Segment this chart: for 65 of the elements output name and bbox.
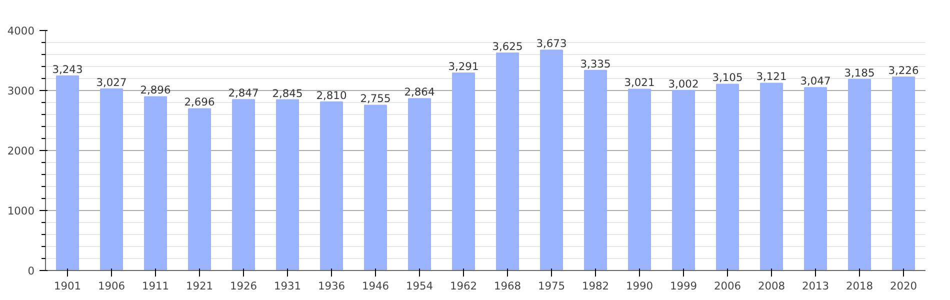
bar — [672, 90, 695, 270]
bar — [540, 50, 563, 270]
x-tick-label: 1931 — [274, 280, 302, 292]
x-tick-label: 1999 — [670, 280, 698, 292]
y-tick-label: 3000 — [7, 84, 35, 98]
x-tick-label: 1926 — [230, 280, 258, 292]
x-tick-label: 1936 — [318, 280, 346, 292]
data-label: 3,243 — [52, 62, 83, 76]
x-tick-label: 1911 — [142, 280, 170, 292]
bar — [804, 87, 827, 270]
data-label: 3,047 — [800, 74, 831, 88]
data-label: 2,864 — [404, 86, 435, 99]
x-tick-label: 1975 — [538, 280, 566, 292]
data-label: 2,810 — [316, 88, 347, 102]
bar — [232, 99, 255, 270]
bar — [320, 101, 343, 270]
bar — [716, 84, 739, 270]
y-tick-label: 1000 — [7, 204, 35, 218]
y-tick-label: 0 — [28, 264, 35, 278]
bar — [188, 108, 211, 270]
x-tick-label: 1954 — [406, 280, 434, 292]
data-label: 3,021 — [624, 76, 655, 90]
bar — [848, 78, 871, 270]
bar — [408, 98, 431, 270]
bar — [144, 96, 167, 270]
data-label: 3,002 — [668, 77, 699, 90]
data-label: 2,896 — [140, 84, 171, 97]
bar — [452, 72, 475, 270]
x-tick-label: 1921 — [186, 280, 214, 292]
y-tick-label: 2000 — [7, 144, 35, 158]
data-label: 3,105 — [712, 71, 743, 84]
bar — [276, 99, 299, 270]
data-label: 3,226 — [888, 64, 919, 77]
data-label: 3,027 — [96, 76, 127, 89]
x-tick-label: 1906 — [98, 280, 126, 292]
bar — [364, 104, 387, 270]
x-tick-label: 1962 — [450, 280, 478, 292]
x-tick-label: 1901 — [54, 280, 82, 292]
bar — [100, 88, 123, 270]
data-label: 2,845 — [272, 86, 303, 100]
data-label: 2,847 — [228, 86, 259, 100]
data-label: 2,755 — [360, 92, 391, 106]
bar — [628, 88, 651, 270]
x-tick-label: 1946 — [362, 280, 390, 292]
bar — [56, 75, 79, 270]
x-tick-label: 2020 — [890, 280, 918, 292]
bar — [584, 70, 607, 270]
x-tick-label: 2006 — [714, 280, 742, 292]
data-label: 3,673 — [536, 37, 567, 50]
data-label: 2,696 — [184, 96, 215, 109]
x-tick-label: 2008 — [758, 280, 786, 292]
x-tick-label: 1968 — [494, 280, 522, 292]
data-label: 3,625 — [492, 40, 523, 53]
y-tick-label: 4000 — [7, 24, 35, 38]
data-label: 3,185 — [844, 66, 875, 80]
data-label: 3,291 — [448, 60, 479, 74]
x-tick-label: 2018 — [846, 280, 874, 292]
x-tick-label: 1990 — [626, 280, 654, 292]
x-tick-label: 1982 — [582, 280, 610, 292]
bar — [892, 76, 915, 270]
x-tick-label: 2013 — [802, 280, 830, 292]
data-label: 3,121 — [756, 70, 787, 84]
bar — [496, 52, 519, 270]
bar — [760, 82, 783, 270]
data-label: 3,335 — [580, 57, 611, 70]
